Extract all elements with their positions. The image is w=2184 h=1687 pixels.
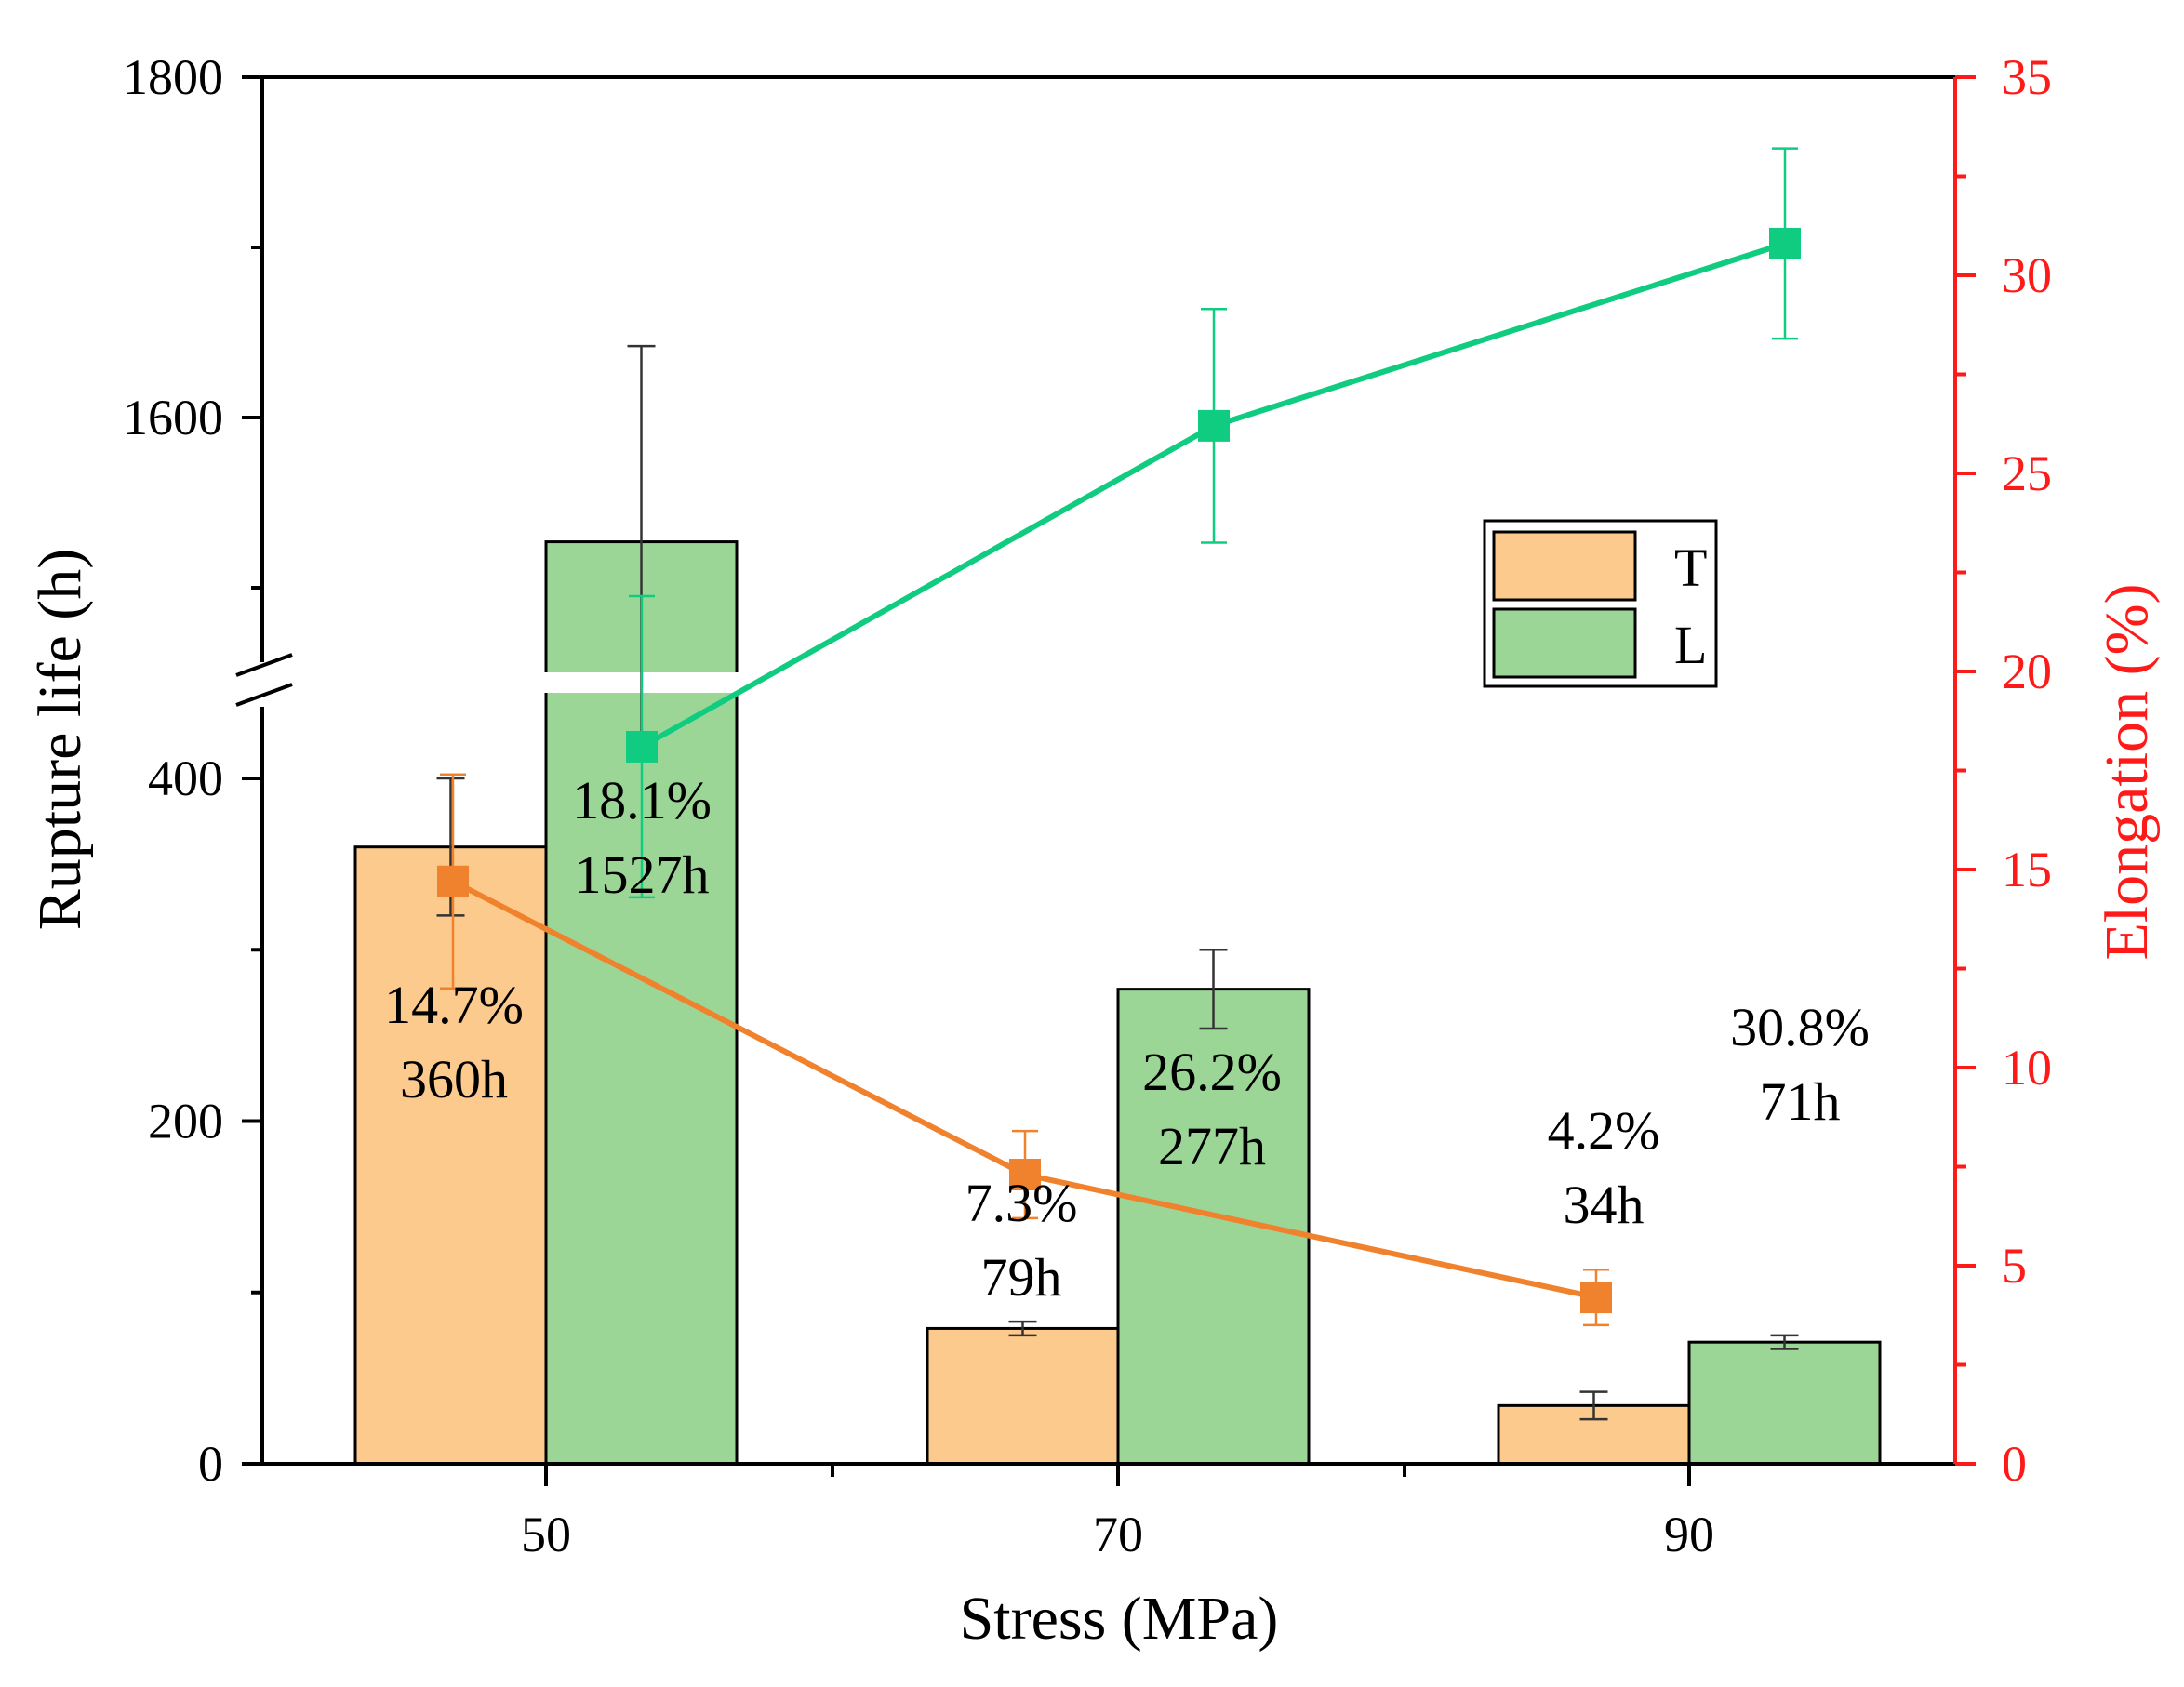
- left-tick-label-1800: 1800: [123, 49, 223, 105]
- right-tick-label-30: 30: [2002, 247, 2052, 303]
- x-tick-label-50: 50: [521, 1507, 571, 1562]
- bar-T-50: [353, 845, 548, 1466]
- data-label-0-line-0: 14.7%: [384, 975, 524, 1035]
- data-label-1-line-0: 18.1%: [572, 770, 712, 830]
- right-tick-label-15: 15: [2002, 842, 2052, 897]
- right-tick-label-35: 35: [2002, 49, 2052, 105]
- data-label-4-line-1: 34h: [1564, 1175, 1645, 1235]
- legend-swatch-T: [1492, 530, 1637, 602]
- bars-layer: [353, 344, 1882, 1466]
- elongation-marker-T-70: [1009, 1159, 1041, 1191]
- legend-label-T: T: [1674, 538, 1707, 598]
- bar-L-90: [1687, 1340, 1882, 1466]
- left-tick-label-200: 200: [148, 1094, 223, 1149]
- elongation-marker-T-50: [437, 865, 469, 897]
- annotations-layer: 14.7% 360h 18.1% 1527h 7.3% 79h 26.2% 277h 4.2% 3…: [384, 770, 1870, 1308]
- right-tick-label-0: 0: [2002, 1436, 2027, 1492]
- y-axis-title-left: Rupture life (h): [26, 549, 94, 931]
- left-tick-label-400: 400: [148, 751, 223, 806]
- data-label-3-line-1: 277h: [1158, 1116, 1266, 1176]
- right-tick-label-20: 20: [2002, 644, 2052, 699]
- data-label-5-line-1: 71h: [1760, 1071, 1841, 1132]
- data-label-1-line-1: 1527h: [575, 844, 710, 905]
- right-tick-label-10: 10: [2002, 1040, 2052, 1096]
- legend: T L: [1483, 519, 1718, 688]
- data-label-5-line-0: 30.8%: [1730, 997, 1870, 1057]
- elongation-marker-L-50: [626, 730, 658, 763]
- data-label-0-line-1: 360h: [400, 1049, 508, 1109]
- legend-label-L: L: [1674, 615, 1707, 675]
- elongation-layer: [437, 147, 1801, 1327]
- elongation-marker-T-90: [1580, 1282, 1612, 1314]
- x-tick-label-70: 70: [1093, 1507, 1143, 1562]
- bar-T-70: [926, 1326, 1120, 1466]
- left-tick-label-0: 0: [198, 1436, 223, 1492]
- elongation-marker-L-90: [1769, 227, 1801, 259]
- data-label-4-line-0: 4.2%: [1548, 1100, 1660, 1161]
- axis-break-mark-upper: [235, 653, 293, 677]
- data-label-3-line-0: 26.2%: [1142, 1042, 1282, 1102]
- right-tick-label-25: 25: [2002, 445, 2052, 501]
- y-axis-title-right: Elongation (%): [2093, 583, 2161, 960]
- elongation-marker-L-70: [1198, 409, 1230, 442]
- right-tick-label-5: 5: [2002, 1238, 2027, 1294]
- data-label-2-line-0: 7.3%: [965, 1173, 1078, 1233]
- x-tick-label-90: 90: [1664, 1507, 1714, 1562]
- ticks-layer: 0 200 400 1600 1800 0 5 10 15 20 25 30 35 50 70 90: [123, 49, 2052, 1562]
- left-tick-label-1600: 1600: [123, 390, 223, 445]
- x-axis-title: Stress (MPa): [960, 1585, 1279, 1653]
- data-label-2-line-1: 79h: [981, 1247, 1062, 1308]
- legend-swatch-L: [1492, 607, 1637, 679]
- axis-break-mark-lower: [235, 683, 293, 707]
